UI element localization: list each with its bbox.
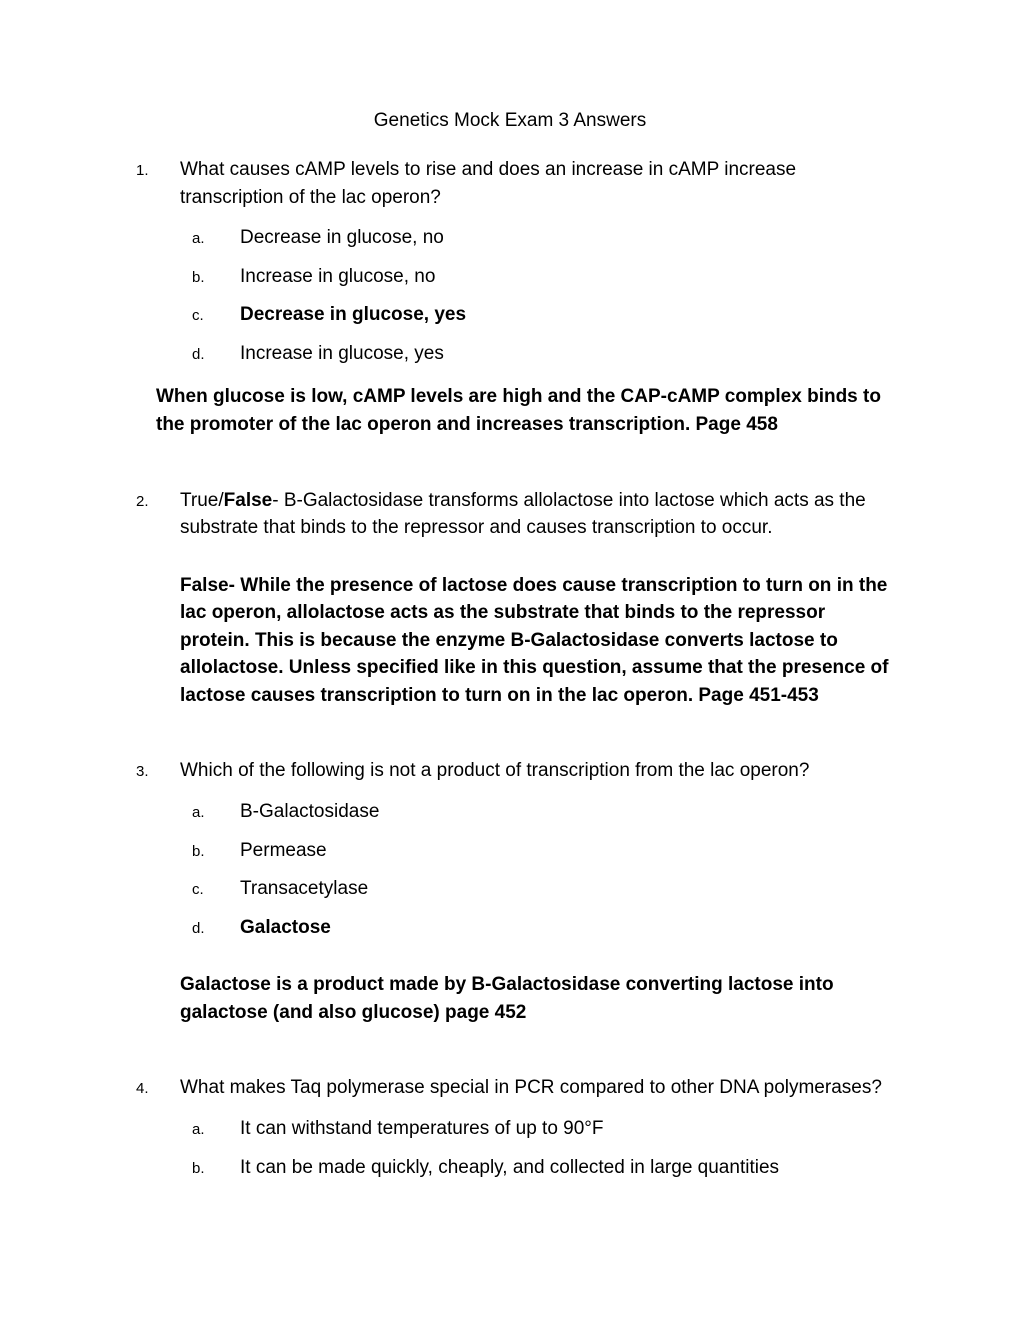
question-stem: What makes Taq polymerase special in PCR… [180,1077,882,1098]
question-4-options: a.It can withstand temperatures of up to… [120,1116,900,1181]
option-letter: d. [216,344,240,365]
question-4-text: 4.What makes Taq polymerase special in P… [120,1074,900,1102]
option-letter: b. [216,1158,240,1179]
option-d: d.Increase in glucose, yes [216,341,900,368]
question-3-explanation: Galactose is a product made by B-Galacto… [120,971,900,1026]
option-letter: c. [216,879,240,900]
option-d: d.Galactose [216,915,900,942]
option-text: Decrease in glucose, yes [240,304,466,325]
question-3: 3.Which of the following is not a produc… [120,757,900,1026]
question-1-explanation: When glucose is low, cAMP levels are hig… [120,383,900,438]
option-text: Decrease in glucose, no [240,227,444,248]
question-2-explanation: False- While the presence of lactose doe… [120,572,900,710]
option-text: Increase in glucose, yes [240,343,444,364]
option-c: c.Transacetylase [216,876,900,903]
question-stem: Which of the following is not a product … [180,760,809,781]
question-number: 1. [158,160,180,182]
question-1-options: a.Decrease in glucose, no b.Increase in … [120,225,900,367]
option-b: b.Increase in glucose, no [216,264,900,291]
option-text: Transacetylase [240,878,368,899]
option-text: It can be made quickly, cheaply, and col… [240,1157,779,1178]
option-letter: a. [216,228,240,249]
option-text: Increase in glucose, no [240,266,435,287]
question-stem: What causes cAMP levels to rise and does… [180,159,796,208]
question-4: 4.What makes Taq polymerase special in P… [120,1074,900,1181]
option-text: Galactose [240,917,331,938]
option-letter: c. [216,305,240,326]
false-answer: False [224,490,273,511]
question-number: 3. [158,761,180,783]
option-letter: b. [216,267,240,288]
option-c: c.Decrease in glucose, yes [216,302,900,329]
option-a: a.It can withstand temperatures of up to… [216,1116,900,1143]
question-stem: - B-Galactosidase transforms allolactose… [180,490,866,539]
question-3-options: a.B-Galactosidase b.Permease c.Transacet… [120,799,900,941]
option-letter: b. [216,841,240,862]
question-number: 2. [158,491,180,513]
document-title: Genetics Mock Exam 3 Answers [120,110,900,132]
option-b: b.It can be made quickly, cheaply, and c… [216,1155,900,1182]
option-letter: d. [216,918,240,939]
option-b: b.Permease [216,838,900,865]
question-1: 1.What causes cAMP levels to rise and do… [120,156,900,439]
question-3-text: 3.Which of the following is not a produc… [120,757,900,785]
option-text: Permease [240,840,327,861]
question-2: 2.True/False- B-Galactosidase transforms… [120,487,900,710]
option-letter: a. [216,1119,240,1140]
question-number: 4. [158,1078,180,1100]
true-false-prefix: True/ [180,490,224,511]
option-text: It can withstand temperatures of up to 9… [240,1118,604,1139]
option-letter: a. [216,802,240,823]
question-1-text: 1.What causes cAMP levels to rise and do… [120,156,900,211]
question-2-text: 2.True/False- B-Galactosidase transforms… [120,487,900,542]
option-text: B-Galactosidase [240,801,379,822]
option-a: a.Decrease in glucose, no [216,225,900,252]
option-a: a.B-Galactosidase [216,799,900,826]
